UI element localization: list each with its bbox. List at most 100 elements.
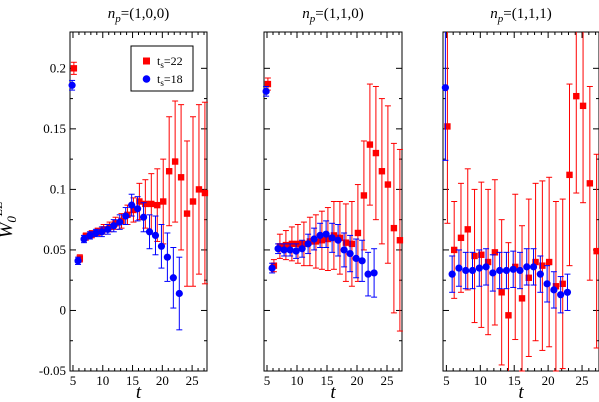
data-point <box>160 198 167 205</box>
data-point <box>98 228 106 236</box>
data-point <box>539 262 546 269</box>
data-point <box>370 269 378 277</box>
data-point <box>523 263 531 271</box>
x-tick-label: 15 <box>508 373 521 388</box>
data-point <box>201 189 209 197</box>
data-point <box>448 270 456 278</box>
legend-label: ts=18 <box>157 72 183 88</box>
data-point <box>154 201 161 209</box>
legend-label-rest: =22 <box>164 54 183 68</box>
x-tick-label: 25 <box>186 373 199 388</box>
data-point <box>525 274 532 281</box>
data-point <box>324 235 332 243</box>
panel-title-rest: =(1,1,0) <box>315 6 363 22</box>
legend-marker <box>143 57 150 65</box>
data-point <box>471 252 478 260</box>
data-point <box>346 249 354 258</box>
data-point <box>183 210 191 217</box>
y-axis-label-sup: LL <box>0 202 5 217</box>
data-point <box>334 236 342 244</box>
series-ts18 <box>68 79 183 331</box>
series-ts22 <box>264 77 404 332</box>
x-axis-label: t <box>518 382 524 402</box>
legend-marker <box>142 75 151 83</box>
legend: ts=22 ts=18 <box>130 45 194 92</box>
panel-title-sub: p <box>309 13 316 25</box>
data-point <box>498 289 505 296</box>
y-tick-label: 0 <box>60 302 67 317</box>
data-point <box>340 246 348 254</box>
data-point <box>557 291 565 299</box>
data-point <box>298 245 306 253</box>
data-point <box>92 229 100 237</box>
data-point <box>142 200 149 208</box>
panel-title-sub: p <box>497 13 504 25</box>
series-ts18 <box>441 32 572 314</box>
legend-box <box>130 45 194 92</box>
data-point <box>157 242 166 250</box>
data-point <box>516 266 524 275</box>
panel-title: np=(1,1,1) <box>490 6 551 25</box>
series-ts22 <box>444 32 599 372</box>
legend-label: ts=22 <box>157 54 183 70</box>
data-point <box>145 228 154 236</box>
data-point <box>104 225 112 233</box>
x-tick-label: 5 <box>443 373 450 388</box>
y-tick-label: -0.05 <box>39 363 66 378</box>
data-point <box>482 263 490 271</box>
data-point <box>316 231 324 239</box>
series-ts18 <box>262 85 378 298</box>
panel-title: np=(1,1,0) <box>302 6 363 25</box>
data-point <box>310 235 318 243</box>
data-point <box>441 84 449 92</box>
svg-text:W0LL: W0LL <box>0 202 19 239</box>
panel-2: np=(1,1,0) 5 10 15 20 25 t <box>262 6 404 402</box>
x-tick-label: 10 <box>291 373 304 388</box>
panel-title-main: n <box>302 6 310 22</box>
panel-1: np=(1,0,0) -0.05 0 0.05 0.1 0.15 0.2 5 10 15 20 25 t… <box>39 6 209 402</box>
x-axis-label: t <box>330 382 336 402</box>
data-point <box>122 212 130 220</box>
data-point <box>450 246 458 254</box>
data-point <box>318 237 326 244</box>
data-point <box>384 181 392 188</box>
data-point <box>586 180 594 187</box>
data-point <box>444 123 451 130</box>
x-tick-label: 25 <box>381 373 394 388</box>
data-point <box>352 254 360 263</box>
data-point <box>328 234 336 242</box>
data-point <box>358 257 366 265</box>
y-tick-label: 0.2 <box>50 60 66 75</box>
legend-label-sub: s <box>160 78 164 88</box>
y-axis-label: W0LL <box>0 202 19 239</box>
data-point <box>74 257 82 265</box>
panel-title-sub: p <box>114 13 121 25</box>
x-tick-label: 10 <box>474 373 487 388</box>
data-point <box>354 229 362 237</box>
x-tick-label: 20 <box>156 373 169 388</box>
data-point <box>322 230 330 238</box>
data-point <box>366 141 374 148</box>
data-point <box>139 213 148 221</box>
data-point <box>364 270 372 278</box>
data-point <box>496 266 504 275</box>
data-point <box>70 65 78 72</box>
data-point <box>462 266 470 275</box>
data-point <box>360 192 368 199</box>
data-point <box>86 231 94 239</box>
data-point <box>130 206 137 214</box>
data-point <box>165 168 173 175</box>
data-point <box>390 224 398 232</box>
data-point <box>559 280 566 288</box>
data-point <box>491 249 499 256</box>
data-point <box>148 200 155 208</box>
data-point <box>573 92 580 100</box>
x-tick-label: 25 <box>576 373 589 388</box>
data-point <box>518 295 526 302</box>
panel-title-main: n <box>108 6 116 22</box>
data-point <box>304 240 312 248</box>
data-point <box>280 246 288 254</box>
data-point <box>550 286 558 294</box>
x-tick-label: 15 <box>126 373 139 388</box>
